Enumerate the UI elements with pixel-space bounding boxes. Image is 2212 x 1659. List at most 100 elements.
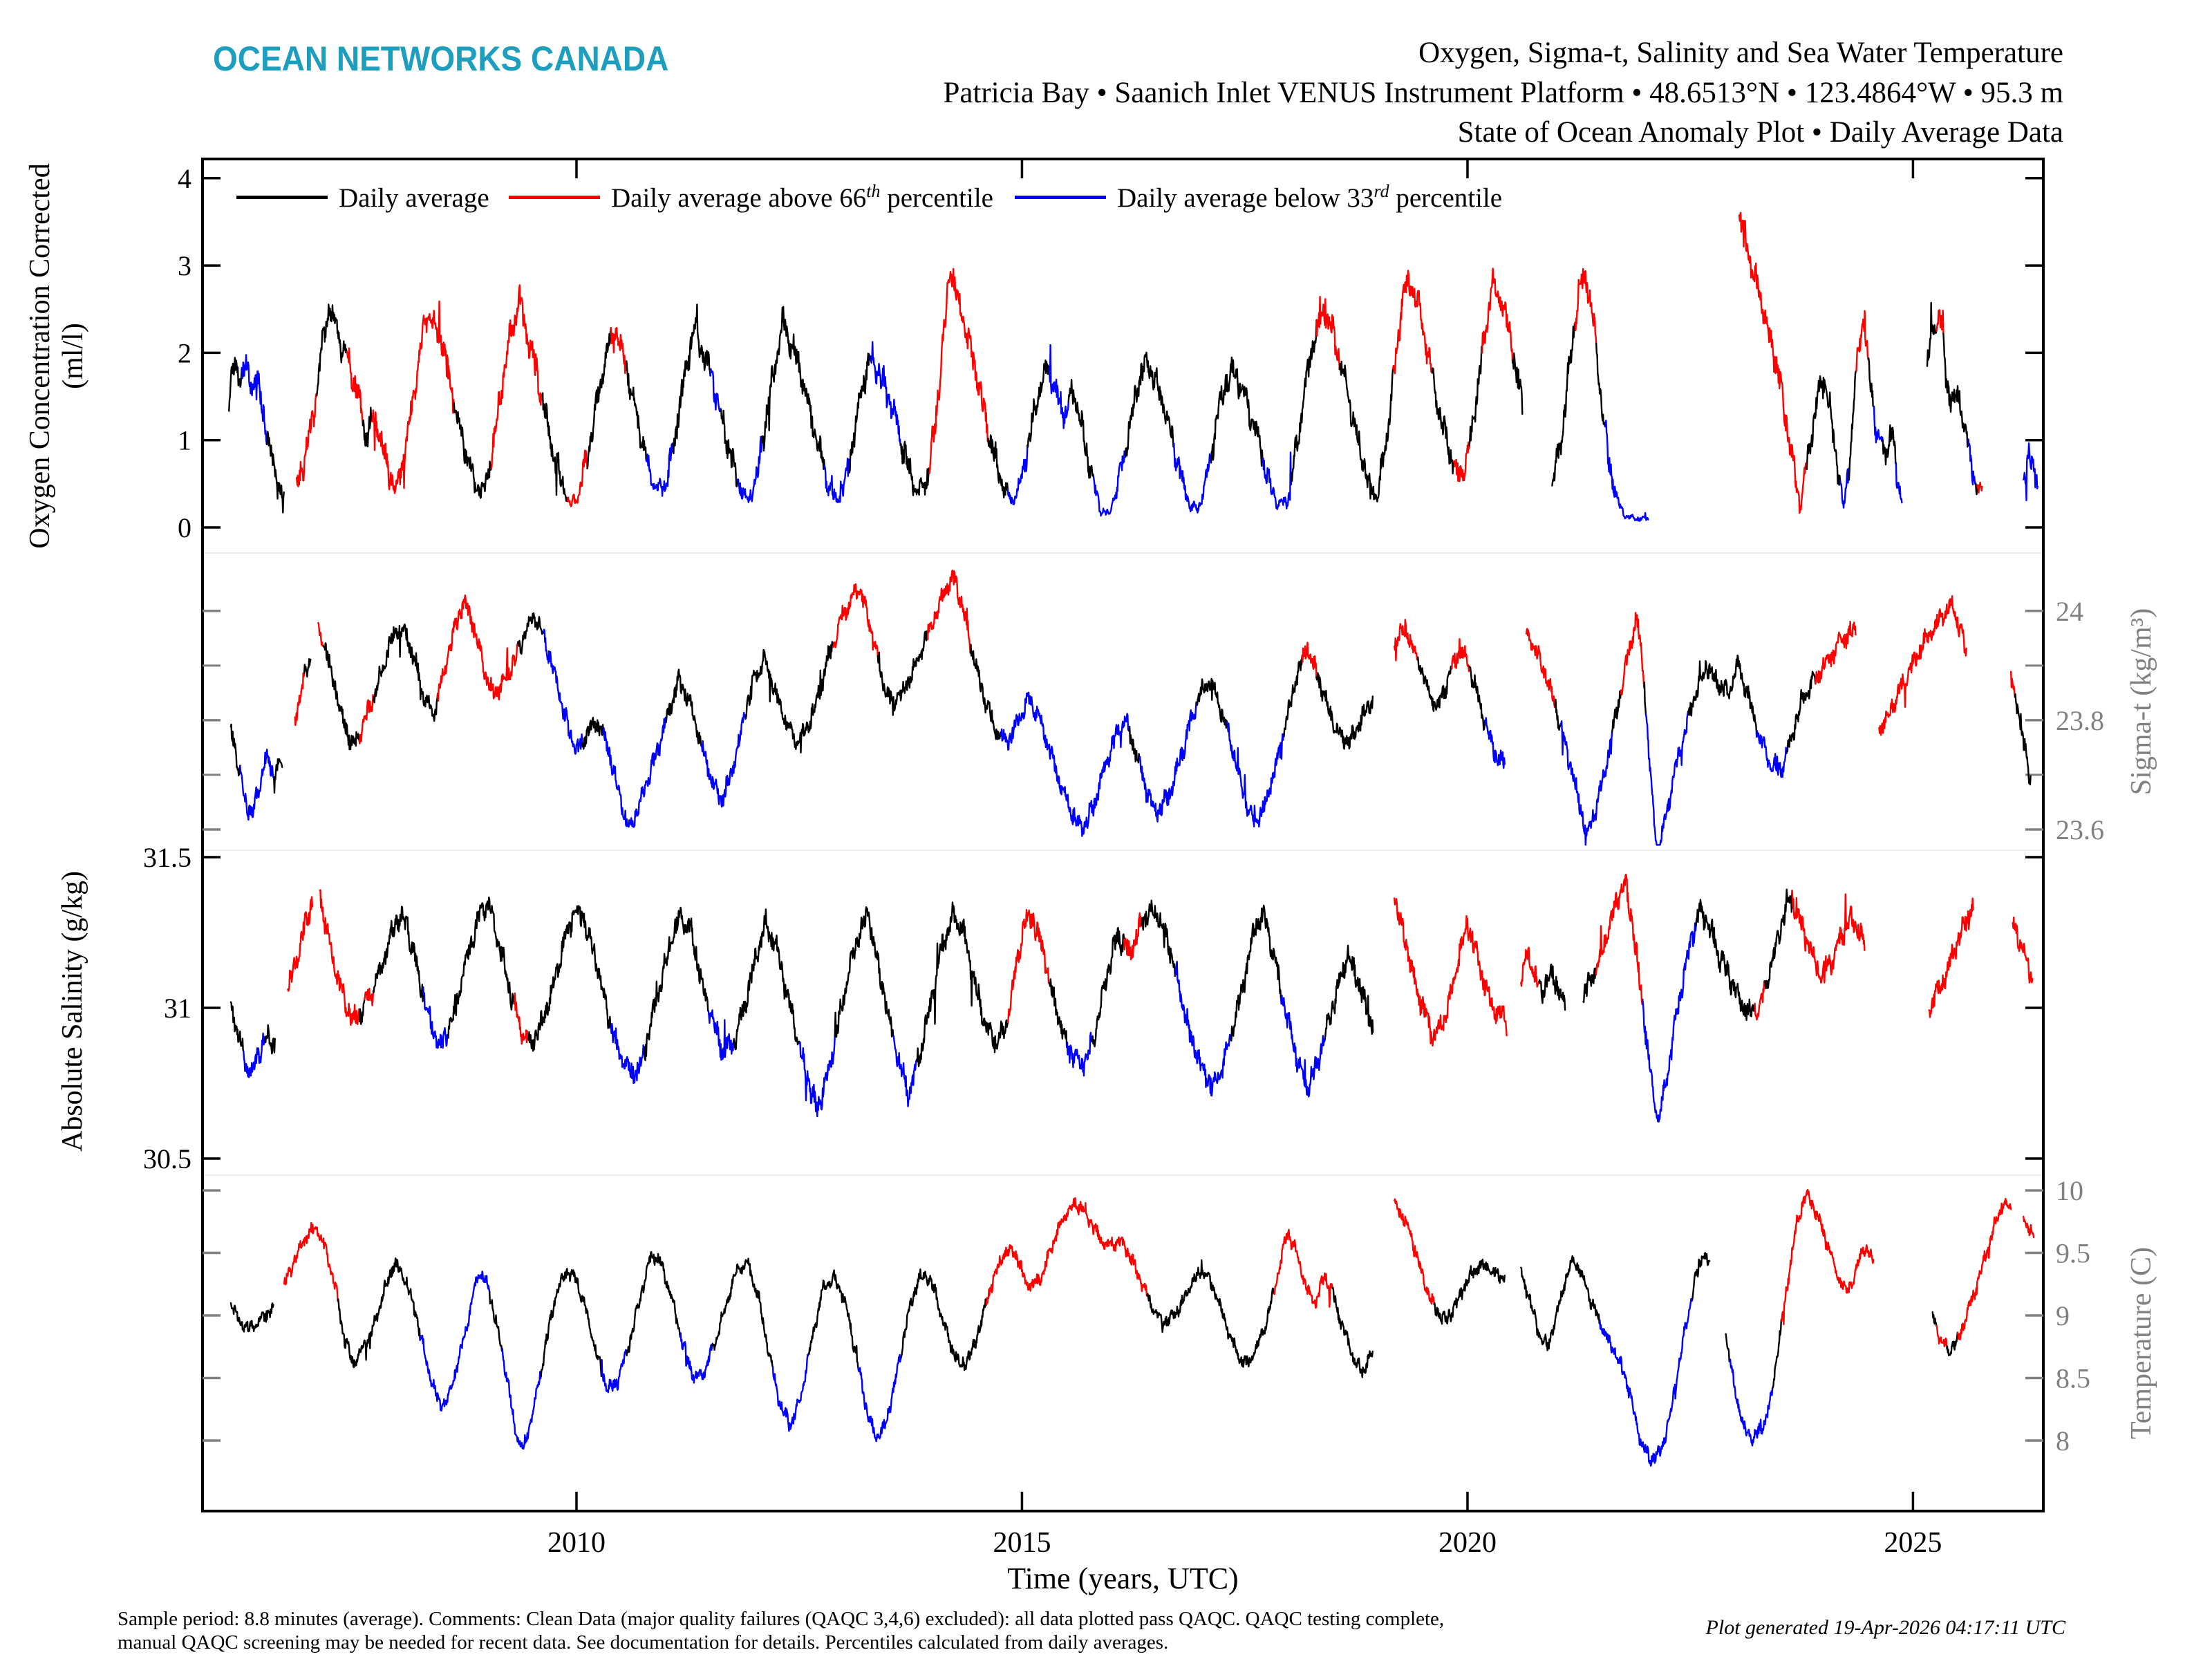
series-temperature-line: [1771, 1318, 1783, 1389]
series-salinity-line: [916, 901, 1009, 1067]
series-oxygen-line: [541, 392, 569, 503]
series-sigma-line: [317, 621, 325, 647]
series-oxygen-line: [2023, 442, 2038, 502]
series-oxygen-line: [1048, 344, 1069, 429]
series-salinity-line: [1066, 1031, 1093, 1077]
series-sigma-line: [1643, 682, 1647, 715]
series-sigma-line: [665, 668, 702, 747]
series-salinity-line: [1006, 909, 1050, 1024]
series-temperature-line: [679, 1332, 713, 1384]
legend-line-black: [236, 195, 328, 199]
series-oxygen-line: [928, 268, 989, 474]
series-salinity-line: [364, 988, 375, 1006]
series-sigma-line: [1559, 720, 1613, 846]
series-oxygen-line: [1431, 367, 1455, 475]
series-salinity-line: [1928, 897, 1974, 1018]
y-tick-label-temperature: 9.5: [2056, 1238, 2090, 1269]
series-sigma-line: [1315, 672, 1374, 750]
series-oxygen-line: [1975, 482, 1978, 496]
series-sigma-line: [1417, 656, 1453, 712]
series-salinity-line: [527, 905, 612, 1052]
series-salinity-line: [1280, 994, 1326, 1098]
series-temperature-line: [626, 1251, 682, 1356]
series-salinity-line: [1764, 888, 1793, 989]
series-temperature-line: [771, 1352, 809, 1432]
series-temperature-line: [337, 1257, 421, 1369]
series-salinity-line: [319, 889, 361, 1026]
series-temperature-line: [1946, 1331, 1959, 1357]
legend-item-above-66th: Daily average above 66th percentile: [509, 181, 993, 213]
series-salinity-line: [1582, 967, 1597, 1004]
series-oxygen-line: [1573, 268, 1597, 344]
y-tick-label-oxygen: 4: [178, 163, 191, 194]
series-salinity-line: [1695, 899, 1756, 1021]
series-oxygen-line: [761, 306, 825, 470]
series-sigma-line: [926, 570, 971, 654]
series-sigma-line: [1000, 691, 1130, 837]
series-salinity-line: [1538, 963, 1566, 1011]
series-sigma-line: [1785, 671, 1817, 754]
series-sigma-line: [239, 749, 275, 821]
y-tick-label-oxygen: 1: [178, 425, 191, 456]
series-temperature-line: [540, 1268, 603, 1378]
series-salinity-line: [1595, 873, 1644, 1005]
x-tick-label: 2020: [1438, 1527, 1497, 1559]
series-temperature-line: [2023, 1215, 2035, 1239]
series-oxygen-line: [1027, 359, 1050, 448]
series-sigma-line: [581, 717, 604, 750]
series-salinity-line: [1642, 922, 1697, 1123]
series-temperature-line: [1729, 1358, 1774, 1447]
series-salinity-line: [1394, 897, 1508, 1047]
y-tick-label-oxygen: 3: [178, 250, 191, 281]
legend-label: Daily average above 66th percentile: [611, 180, 993, 213]
series-salinity-line: [1123, 912, 1143, 961]
series-oxygen-line: [1942, 332, 1969, 448]
series-oxygen-line: [1895, 462, 1903, 504]
series-sigma-line: [1451, 638, 1470, 673]
series-sigma-line: [294, 672, 306, 727]
series-salinity-line: [834, 906, 895, 1038]
ocean-networks-canada-logo: OCEAN NETWORKS CANADA: [213, 39, 669, 78]
series-sigma-line: [1394, 619, 1419, 662]
x-axis-label: Time (years, UTC): [1007, 1562, 1239, 1595]
y-tick-label-salinity: 31.5: [143, 842, 191, 873]
series-oxygen-line: [720, 409, 738, 487]
series-salinity-line: [514, 992, 529, 1045]
series-oxygen-line: [1604, 420, 1649, 522]
series-oxygen-line: [316, 303, 348, 397]
series-oxygen-line: [1936, 309, 1944, 335]
series-oxygen-line: [1848, 370, 1857, 481]
series-sigma-line: [229, 723, 241, 777]
series-sigma-line: [1301, 641, 1318, 678]
series-salinity-line: [373, 906, 424, 1002]
series-sigma-line: [602, 716, 667, 828]
series-sigma-line: [1815, 621, 1857, 685]
series-temperature-line: [283, 1221, 339, 1302]
series-oxygen-line: [241, 354, 268, 445]
series-temperature-line: [1936, 1325, 1949, 1350]
series-oxygen-line: [346, 347, 364, 427]
series-sigma-line: [2010, 671, 2016, 698]
plot-title-line2: Patricia Bay • Saanich Inlet VENUS Instr…: [943, 77, 2063, 109]
series-oxygen-line: [1315, 296, 1340, 371]
series-salinity-line: [1324, 944, 1374, 1040]
series-temperature-line: [489, 1291, 503, 1352]
series-oxygen-line: [228, 357, 243, 412]
series-oxygen-line: [1452, 441, 1470, 482]
series-salinity-line: [732, 908, 800, 1051]
series-oxygen-line: [1839, 467, 1850, 509]
series-sigma-line: [1226, 721, 1285, 828]
series-sigma-line: [1878, 595, 1967, 736]
series-salinity-line: [610, 1022, 646, 1085]
series-salinity-line: [229, 1001, 245, 1053]
series-oxygen-line: [1967, 438, 1977, 486]
series-temperature-line: [1273, 1228, 1333, 1309]
series-sigma-line: [1611, 689, 1622, 733]
series-oxygen-line: [848, 353, 872, 474]
series-oxygen-line: [900, 440, 930, 496]
series-oxygen-line: [1738, 212, 1808, 514]
series-sigma-line: [1283, 655, 1303, 738]
y-tick-label-sigma: 23.6: [2056, 814, 2104, 845]
